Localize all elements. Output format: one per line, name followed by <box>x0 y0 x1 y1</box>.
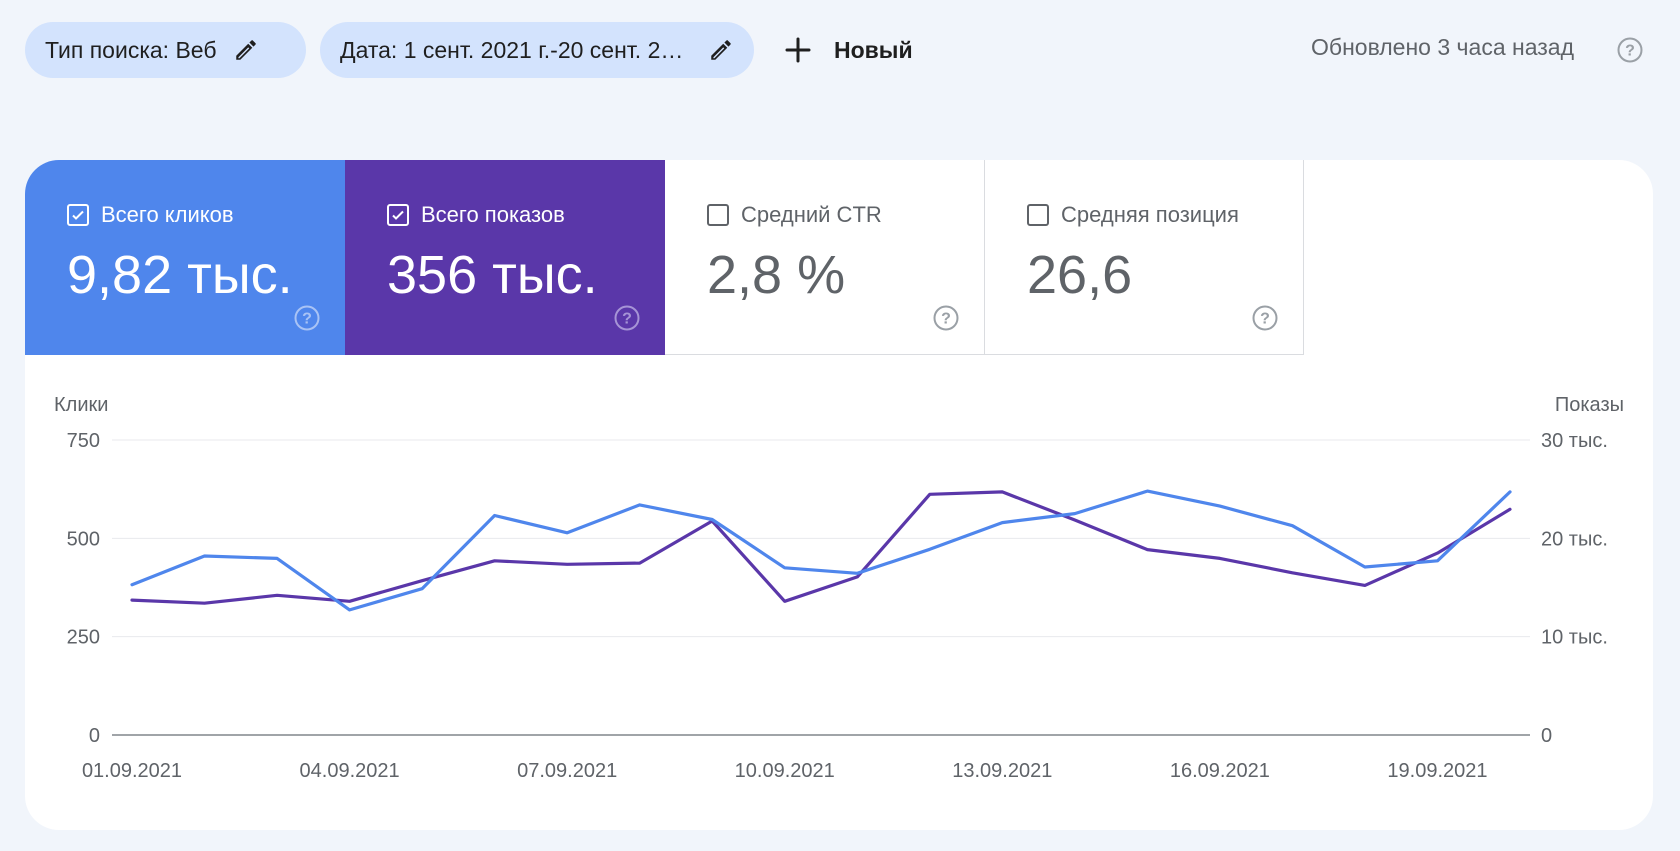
series-line-impressions <box>130 490 1512 605</box>
metric-label: Средняя позиция <box>1061 202 1239 227</box>
y-right-tick-label: 30 тыс. <box>1541 430 1608 452</box>
x-tick-label: 13.09.2021 <box>952 760 1052 782</box>
x-tick-label: 07.09.2021 <box>517 760 617 782</box>
y-left-tick-label: 500 <box>67 528 100 550</box>
filter-toolbar: Тип поиска: Веб Дата: 1 сент. 2021 г.-20… <box>0 0 1680 110</box>
new-filter-button[interactable]: Новый <box>784 26 913 74</box>
svg-text:?: ? <box>622 311 632 328</box>
metric-average-position[interactable]: Средняя позиция 26,6 ? <box>984 160 1304 355</box>
metric-value: 9,82 тыс. <box>67 245 293 305</box>
last-updated-text: Обновлено 3 часа назад <box>1311 34 1574 60</box>
svg-text:?: ? <box>941 311 951 328</box>
y-right-tick-label: 0 <box>1541 725 1552 747</box>
x-tick-label: 19.09.2021 <box>1387 760 1487 782</box>
pencil-icon <box>233 37 259 63</box>
metric-label: Всего кликов <box>101 202 234 227</box>
performance-chart: Клики Показы 750 30 тыс. 500 20 тыс. 250 10 тыс… <box>54 394 1624 782</box>
checkbox-checked-icon[interactable] <box>67 204 89 226</box>
checkbox-unchecked-icon[interactable] <box>707 204 729 226</box>
performance-card: Всего кликов 9,82 тыс. ? Всего показов 3… <box>25 160 1653 830</box>
new-filter-label: Новый <box>834 36 913 63</box>
x-tick-label: 01.09.2021 <box>82 760 182 782</box>
metric-total-clicks[interactable]: Всего кликов 9,82 тыс. ? <box>25 160 345 355</box>
date-range-label: Дата: 1 сент. 2021 г.-20 сент. 2021 г. <box>340 36 692 63</box>
search-type-label: Тип поиска: Веб <box>45 36 217 63</box>
help-icon[interactable]: ? <box>613 304 641 332</box>
x-tick-label: 04.09.2021 <box>300 760 400 782</box>
y-left-tick-label: 250 <box>67 627 100 649</box>
y-right-tick-label: 10 тыс. <box>1541 627 1608 649</box>
x-tick-label: 10.09.2021 <box>735 760 835 782</box>
help-icon[interactable]: ? <box>1616 36 1644 64</box>
x-tick-label: 16.09.2021 <box>1170 760 1270 782</box>
pencil-icon <box>708 37 734 63</box>
help-icon[interactable]: ? <box>293 304 321 332</box>
checkbox-checked-icon[interactable] <box>387 204 409 226</box>
metric-value: 2,8 % <box>707 245 846 305</box>
svg-text:?: ? <box>302 311 312 328</box>
date-range-chip[interactable]: Дата: 1 сент. 2021 г.-20 сент. 2021 г. <box>320 22 754 78</box>
plus-icon <box>784 36 812 64</box>
series-line-clicks <box>130 489 1512 612</box>
svg-text:?: ? <box>1625 43 1635 60</box>
search-type-chip[interactable]: Тип поиска: Веб <box>25 22 306 78</box>
metric-average-ctr[interactable]: Средний CTR 2,8 % ? <box>665 160 985 355</box>
help-icon[interactable]: ? <box>932 304 960 332</box>
y-left-tick-label: 750 <box>67 430 100 452</box>
checkbox-unchecked-icon[interactable] <box>1027 204 1049 226</box>
y-axis-left-title: Клики <box>54 394 108 416</box>
svg-text:?: ? <box>1260 311 1270 328</box>
metric-total-impressions[interactable]: Всего показов 356 тыс. ? <box>345 160 665 355</box>
metric-value: 26,6 <box>1027 245 1133 305</box>
y-axis-right-title: Показы <box>1555 394 1624 416</box>
metric-label: Средний CTR <box>741 202 882 227</box>
metric-value: 356 тыс. <box>387 245 598 305</box>
help-icon[interactable]: ? <box>1251 304 1279 332</box>
y-right-tick-label: 20 тыс. <box>1541 528 1608 550</box>
metric-label: Всего показов <box>421 202 565 227</box>
y-left-tick-label: 0 <box>89 725 100 747</box>
